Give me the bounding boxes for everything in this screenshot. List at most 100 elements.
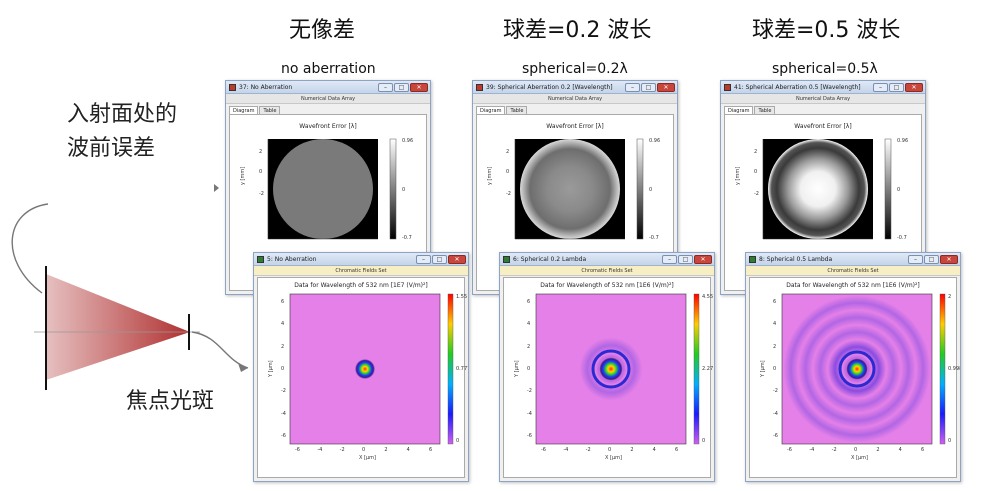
x-tick-label: -4 — [317, 447, 322, 453]
field-window-spherical-02[interactable]: 6: Spherical 0.2 Lambda – □ ✕ Chromatic Fiel… — [499, 252, 715, 482]
maximize-icon[interactable]: □ — [432, 255, 447, 264]
colorbar — [885, 139, 891, 239]
close-icon[interactable]: ✕ — [905, 83, 923, 92]
y-tick-label: -4 — [281, 411, 286, 417]
focal-curve-arrow — [192, 332, 248, 368]
window-titlebar[interactable]: 5: No Aberration – □ ✕ — [254, 253, 468, 266]
minimize-icon[interactable]: – — [873, 83, 888, 92]
y-tick-label: -6 — [773, 433, 778, 439]
window-subtitle: Numerical Data Array — [721, 94, 925, 104]
heading-spherical-02: 球差=0.2 波长 — [503, 12, 651, 44]
colorbar — [694, 294, 699, 444]
x-tick-label: 0 — [854, 447, 857, 453]
entrance-curve-arrow — [12, 204, 48, 293]
close-icon[interactable]: ✕ — [940, 255, 958, 264]
window-titlebar[interactable]: 41: Spherical Aberration 0.5 [Wavelength… — [721, 81, 925, 94]
colorbar-max-label: 0.96 — [402, 138, 413, 144]
field-window-spherical-05[interactable]: 8: Spherical 0.5 Lambda – □ ✕ Chromatic Fiel… — [745, 252, 961, 482]
window-titlebar[interactable]: 6: Spherical 0.2 Lambda – □ ✕ — [500, 253, 714, 266]
colorbar-max-label: 0.96 — [897, 138, 908, 144]
field-window-no-aberration[interactable]: 5: No Aberration – □ ✕ Chromatic Fields Set D… — [253, 252, 469, 482]
y-tick-label: 0 — [773, 366, 776, 372]
plot-title: Wavefront Error [λ] — [230, 123, 426, 130]
y-axis-label: Y [µm] — [268, 360, 274, 377]
y-tick-label: 0 — [281, 366, 284, 372]
maximize-icon[interactable]: □ — [889, 83, 904, 92]
maximize-icon[interactable]: □ — [641, 83, 656, 92]
colorbar-max-label: 0.96 — [649, 138, 660, 144]
y-tick-label: 0 — [527, 366, 530, 372]
x-tick-label: 6 — [429, 447, 432, 453]
maximize-icon[interactable]: □ — [678, 255, 693, 264]
window-title: 39: Spherical Aberration 0.2 [Wavelength… — [486, 84, 613, 91]
x-tick-label: -2 — [586, 447, 591, 453]
y-tick-label: 6 — [773, 299, 776, 305]
aperture-disk — [768, 139, 868, 239]
maximize-icon[interactable]: □ — [394, 83, 409, 92]
label-entrance-line1: 入射面处的 — [67, 98, 177, 132]
minimize-icon[interactable]: – — [625, 83, 640, 92]
window-title: 6: Spherical 0.2 Lambda — [513, 256, 586, 263]
beam-schematic — [0, 190, 260, 400]
x-tick-label: 4 — [653, 447, 656, 453]
x-tick-label: 4 — [407, 447, 410, 453]
field-panel: Data for Wavelength of 532 nm [1E6 (V/m)… — [503, 277, 711, 478]
y-tick-label: -4 — [773, 411, 778, 417]
app-icon — [749, 256, 756, 263]
window-controls: – □ ✕ — [378, 83, 428, 92]
x-tick-label: -6 — [787, 447, 792, 453]
y-tick-label: 2 — [281, 344, 284, 350]
colorbar — [390, 139, 396, 239]
minimize-icon[interactable]: – — [662, 255, 677, 264]
close-icon[interactable]: ✕ — [448, 255, 466, 264]
window-titlebar[interactable]: 39: Spherical Aberration 0.2 [Wavelength… — [473, 81, 677, 94]
y-tick-label: -2 — [281, 388, 286, 394]
minimize-icon[interactable]: – — [908, 255, 923, 264]
window-controls: – □ ✕ — [908, 255, 958, 264]
window-titlebar[interactable]: 8: Spherical 0.5 Lambda – □ ✕ — [746, 253, 960, 266]
y-tick-label: 0 — [506, 169, 509, 175]
y-tick-label: 6 — [281, 299, 284, 305]
x-tick-label: 6 — [675, 447, 678, 453]
colorbar-max-label: 1.55 — [456, 294, 467, 300]
close-icon[interactable]: ✕ — [694, 255, 712, 264]
label-entrance-line2: 波前误差 — [67, 132, 155, 166]
x-tick-label: 2 — [876, 447, 879, 453]
window-subtitle: Numerical Data Array — [473, 94, 677, 104]
y-tick-label: 6 — [527, 299, 530, 305]
focal-spot — [599, 357, 623, 381]
colorbar-mid-label: 0 — [649, 187, 652, 193]
close-icon[interactable]: ✕ — [657, 83, 675, 92]
colorbar-min-label: 0 — [456, 438, 459, 444]
y-tick-label: 4 — [527, 321, 530, 327]
colorbar-min-label: 0 — [948, 438, 951, 444]
y-tick-label: 2 — [506, 149, 509, 155]
x-axis-label: X [µm] — [605, 455, 622, 461]
plot-title: Wavefront Error [λ] — [477, 123, 673, 130]
x-tick-label: 2 — [630, 447, 633, 453]
y-tick-label: 2 — [527, 344, 530, 350]
y-tick-label: -6 — [527, 433, 532, 439]
window-titlebar[interactable]: 37: No Aberration – □ ✕ — [226, 81, 430, 94]
window-controls: – □ ✕ — [662, 255, 712, 264]
x-tick-label: 4 — [899, 447, 902, 453]
y-tick-label: 2 — [259, 149, 262, 155]
y-tick-label: -4 — [527, 411, 532, 417]
window-title: 37: No Aberration — [239, 84, 292, 91]
minimize-icon[interactable]: – — [416, 255, 431, 264]
app-icon — [257, 256, 264, 263]
colorbar-mid-label: 2.27 — [702, 366, 713, 372]
minimize-icon[interactable]: – — [378, 83, 393, 92]
window-controls: – □ ✕ — [625, 83, 675, 92]
y-tick-label: 0 — [754, 169, 757, 175]
close-icon[interactable]: ✕ — [410, 83, 428, 92]
x-tick-label: -2 — [340, 447, 345, 453]
aperture-disk — [520, 139, 620, 239]
x-axis-label: X [µm] — [851, 455, 868, 461]
x-tick-label: -4 — [809, 447, 814, 453]
focal-arrow-head — [238, 363, 248, 372]
x-tick-label: -4 — [563, 447, 568, 453]
maximize-icon[interactable]: □ — [924, 255, 939, 264]
y-tick-label: -2 — [773, 388, 778, 394]
